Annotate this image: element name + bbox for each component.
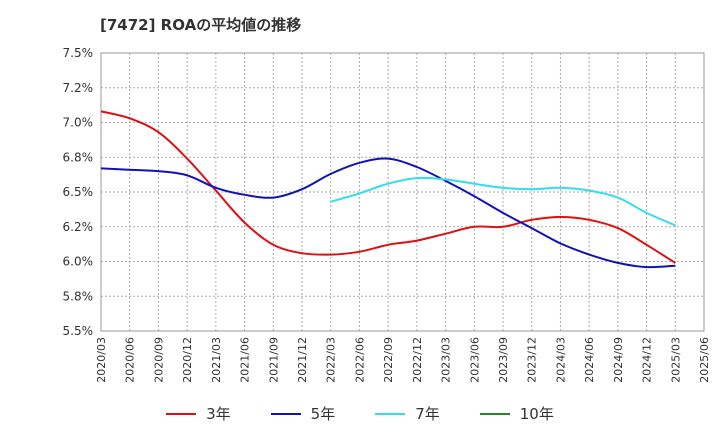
legend-item-7yr: 7年 (375, 403, 440, 424)
legend-swatch-3yr (166, 412, 197, 415)
x-tick-label: 2020/12 (181, 337, 194, 383)
y-tick-label: 6.8% (63, 150, 94, 164)
x-tick-label: 2023/12 (526, 337, 539, 383)
legend-item-5yr: 5年 (270, 403, 336, 424)
x-tick-label: 2023/09 (497, 337, 510, 383)
x-tick-label: 2021/09 (267, 337, 280, 383)
x-tick-label: 2020/03 (95, 337, 108, 383)
series-line-5yr (100, 157, 676, 269)
y-tick-label: 5.8% (63, 289, 94, 303)
x-tick-label: 2023/03 (440, 337, 453, 383)
x-tick-label: 2022/06 (353, 337, 366, 383)
y-tick-label: 6.5% (63, 185, 94, 199)
legend-item-10yr: 10年 (479, 403, 554, 424)
legend: 3年 5年 7年 10年 (0, 403, 720, 424)
y-tick-label: 7.2% (63, 81, 94, 95)
x-tick-label: 2025/03 (669, 337, 682, 383)
x-tick-label: 2021/06 (239, 337, 252, 383)
y-tick-label: 7.5% (63, 46, 94, 60)
series-line-7yr (330, 176, 676, 227)
x-axis-tick-labels: 2020/03 2020/06 2020/09 2020/12 2021/03 2021/… (95, 337, 711, 383)
x-tick-label: 2022/03 (325, 337, 338, 383)
y-tick-label: 6.0% (63, 255, 94, 269)
legend-swatch-10yr (479, 412, 510, 415)
grid-lines (101, 53, 704, 331)
legend-label-3yr: 3年 (206, 405, 231, 423)
y-axis-tick-labels: 5.5% 5.8% 6.0% 6.2% 6.5% 6.8% 7.0% 7.2% 7.5% (63, 46, 94, 338)
x-tick-label: 2020/06 (124, 337, 137, 383)
legend-label-10yr: 10年 (519, 405, 554, 423)
x-tick-label: 2024/06 (583, 337, 596, 383)
x-tick-label: 2025/06 (698, 337, 711, 383)
y-tick-label: 5.5% (63, 324, 94, 338)
x-tick-label: 2021/12 (296, 337, 309, 383)
x-tick-label: 2024/09 (612, 337, 625, 383)
y-tick-label: 7.0% (63, 116, 94, 130)
x-tick-label: 2024/12 (641, 337, 654, 383)
series-line-3yr (100, 110, 676, 264)
plot-frame (100, 52, 705, 332)
x-tick-label: 2022/09 (382, 337, 395, 383)
x-tick-label: 2020/09 (152, 337, 165, 383)
chart-title: [7472] ROAの平均値の推移 (100, 16, 302, 34)
legend-label-7yr: 7年 (415, 405, 440, 423)
legend-item-3yr: 3年 (166, 403, 231, 424)
legend-swatch-7yr (375, 412, 406, 415)
legend-swatch-5yr (270, 412, 301, 415)
x-tick-label: 2021/03 (210, 337, 223, 383)
legend-label-5yr: 5年 (310, 405, 336, 423)
x-tick-label: 2022/12 (411, 337, 424, 383)
x-tick-label: 2024/03 (554, 337, 567, 383)
y-tick-label: 6.2% (63, 220, 94, 234)
x-tick-label: 2023/06 (468, 337, 481, 383)
series-lines (100, 110, 676, 269)
